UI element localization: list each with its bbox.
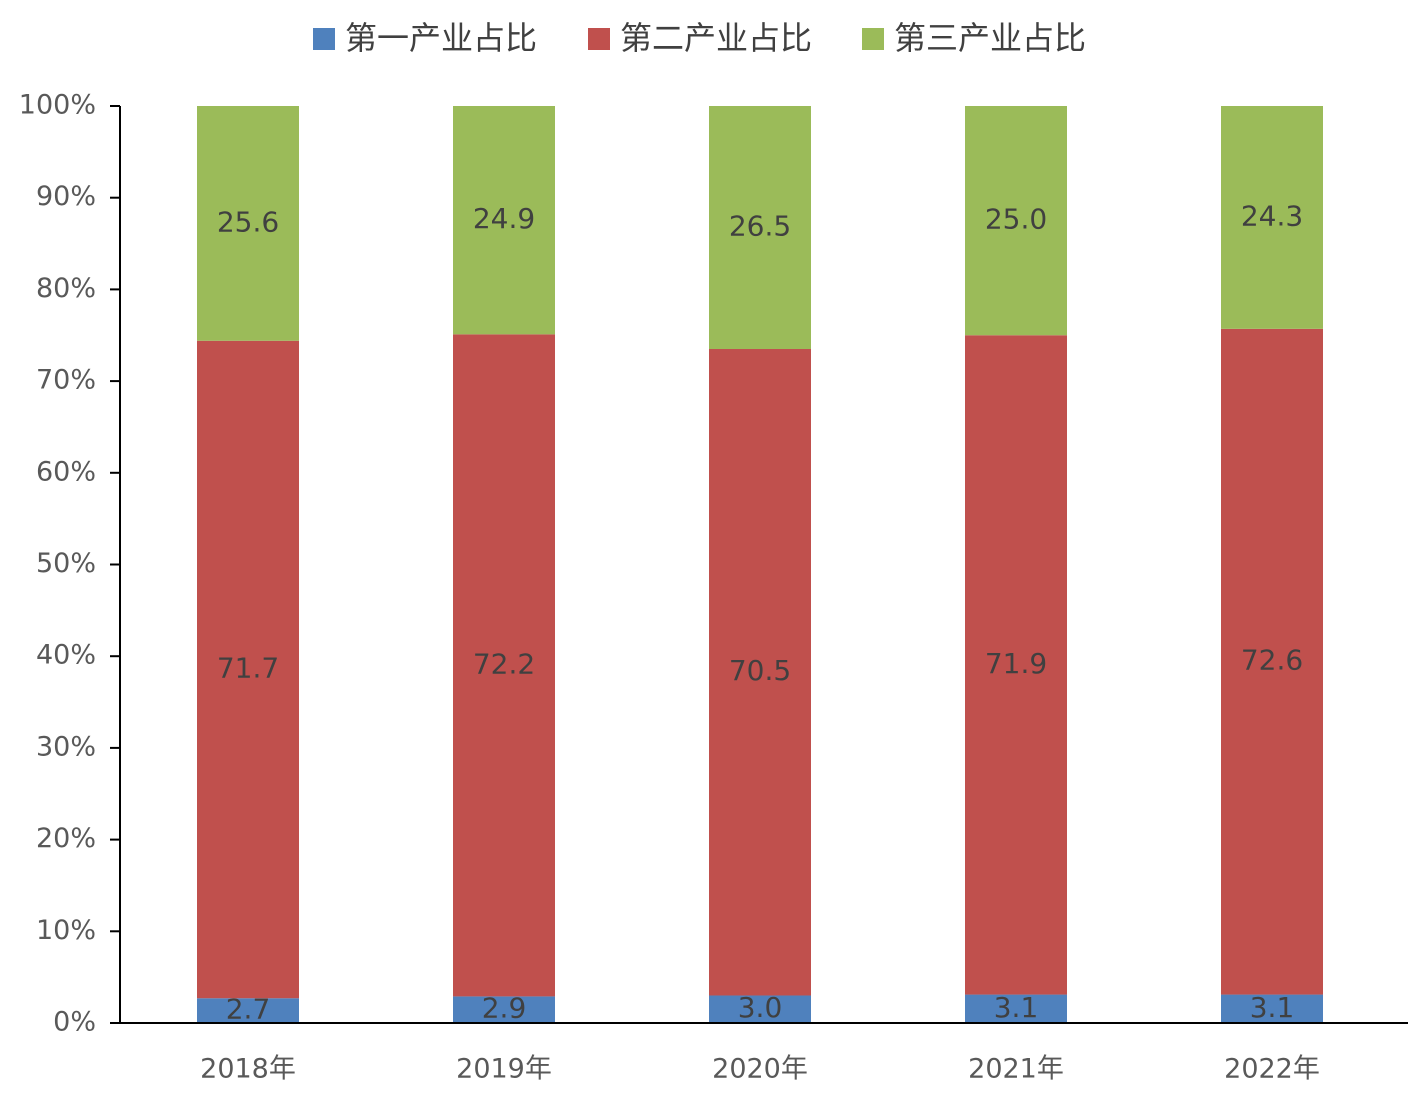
legend-label: 第二产业占比 [620, 19, 812, 57]
y-tick-label: 90% [36, 181, 96, 212]
bar-segment [1221, 328, 1323, 995]
bar-segment [453, 334, 555, 997]
bar-segment [197, 998, 299, 1023]
data-label: 70.5 [729, 654, 791, 687]
y-tick-label: 100% [19, 90, 96, 121]
bar-segment [453, 106, 555, 335]
y-tick-label: 30% [36, 731, 96, 762]
bar-segment [197, 106, 299, 341]
y-tick-label: 70% [36, 365, 96, 396]
bar-segment [197, 340, 299, 999]
x-tick-label: 2019年 [456, 1054, 552, 1085]
bar-segment [965, 335, 1067, 995]
y-tick-label: 60% [36, 456, 96, 487]
bar-segment [965, 106, 1067, 336]
bar-segment [709, 349, 811, 996]
data-label: 24.9 [473, 202, 535, 235]
bar-segment [453, 996, 555, 1023]
data-label: 25.6 [217, 205, 279, 238]
data-label: 25.0 [985, 203, 1047, 236]
y-tick-label: 50% [36, 548, 96, 579]
x-tick-label: 2022年 [1224, 1054, 1320, 1085]
x-tick-label: 2018年 [200, 1054, 296, 1085]
x-tick-label: 2021年 [968, 1054, 1064, 1085]
data-label: 71.7 [217, 651, 279, 684]
legend-label: 第一产业占比 [345, 19, 537, 57]
bar-segment [1221, 994, 1323, 1023]
bar-segment [965, 994, 1067, 1023]
y-tick-label: 80% [36, 273, 96, 304]
data-label: 3.1 [1250, 991, 1295, 1024]
legend-swatch [862, 28, 884, 50]
legend-swatch [313, 28, 335, 50]
bar-segment [709, 106, 811, 350]
bar-segment [709, 995, 811, 1023]
data-label: 24.3 [1241, 199, 1303, 232]
y-tick-label: 0% [53, 1007, 96, 1038]
y-tick-label: 20% [36, 823, 96, 854]
legend-swatch [588, 28, 610, 50]
x-tick-label: 2020年 [712, 1054, 808, 1085]
y-tick-label: 10% [36, 915, 96, 946]
data-label: 2.9 [482, 992, 527, 1025]
data-label: 71.9 [985, 647, 1047, 680]
data-label: 26.5 [729, 210, 791, 243]
data-label: 3.0 [738, 991, 783, 1024]
data-label: 3.1 [994, 991, 1039, 1024]
data-label: 72.2 [473, 647, 535, 680]
legend-label: 第三产业占比 [894, 19, 1086, 57]
y-tick-label: 40% [36, 640, 96, 671]
data-label: 72.6 [1241, 644, 1303, 677]
bar-segment [1221, 106, 1323, 329]
